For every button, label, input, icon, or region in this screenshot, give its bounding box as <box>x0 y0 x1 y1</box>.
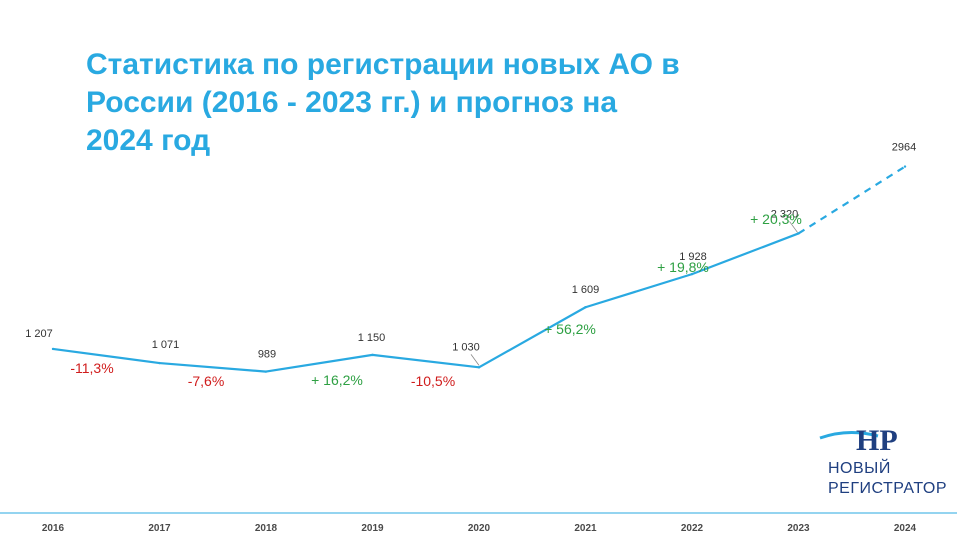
data-label-2019: 1 150 <box>358 332 386 344</box>
data-label-2018: 989 <box>258 349 276 361</box>
x-tick-2016: 2016 <box>42 523 65 534</box>
x-tick-2021: 2021 <box>574 523 597 534</box>
data-label-2021: 1 609 <box>572 284 600 296</box>
leader-line-2020 <box>470 354 480 366</box>
data-point-2024 <box>903 165 907 168</box>
x-tick-2024: 2024 <box>894 523 917 534</box>
company-logo: HP НОВЫЙ РЕГИСТРАТОР <box>808 424 948 504</box>
logo-line-1: НОВЫЙ <box>828 460 891 477</box>
series-line-actual <box>52 232 799 373</box>
data-point-2018 <box>264 370 268 373</box>
logo-mark-text: HP <box>856 424 898 457</box>
x-tick-2020: 2020 <box>468 523 491 534</box>
data-point-2019 <box>371 353 374 357</box>
chart-title-line-3: 2024 год <box>86 124 211 157</box>
chart-title-line-1: Статистика по регистрации новых АО в <box>86 48 680 81</box>
x-tick-2019: 2019 <box>361 523 384 534</box>
data-label-2022: 1 928 <box>679 251 707 263</box>
change-label-2: -7,6% <box>188 373 225 389</box>
data-point-2017 <box>158 361 161 365</box>
change-label-5: + 56,2% <box>544 321 596 337</box>
x-tick-2022: 2022 <box>681 523 704 534</box>
data-point-2020 <box>477 366 481 369</box>
logo-mark-icon: HP <box>819 424 898 457</box>
change-label-3: + 16,2% <box>311 372 363 388</box>
change-label-4: -10,5% <box>411 373 455 389</box>
series-line-forecast <box>797 165 906 235</box>
data-point-2023 <box>797 232 800 235</box>
change-label-7: + 20,3% <box>750 211 802 227</box>
data-label-2024: 2964 <box>892 142 916 154</box>
data-point-2021 <box>584 306 587 309</box>
change-label-6: + 19,8% <box>657 259 709 275</box>
chart-title-line-2: России (2016 - 2023 гг.) и прогноз на <box>86 86 618 119</box>
data-label-2017: 1 071 <box>152 339 180 351</box>
data-point-2022 <box>690 272 694 276</box>
x-tick-2017: 2017 <box>148 523 171 534</box>
change-label-1: -11,3% <box>70 360 113 376</box>
data-label-2023: 2 320 <box>771 208 799 220</box>
logo-line-2: РЕГИСТРАТОР <box>828 480 947 497</box>
data-label-2020: 1 030 <box>452 341 480 353</box>
x-tick-2018: 2018 <box>255 523 278 534</box>
leader-line-2023 <box>789 221 798 233</box>
data-label-2016: 1 207 <box>25 328 53 340</box>
chart-title: Статистика по регистрации новых АО в Рос… <box>86 46 686 160</box>
x-tick-2023: 2023 <box>787 523 810 534</box>
data-point-2016 <box>51 347 55 351</box>
